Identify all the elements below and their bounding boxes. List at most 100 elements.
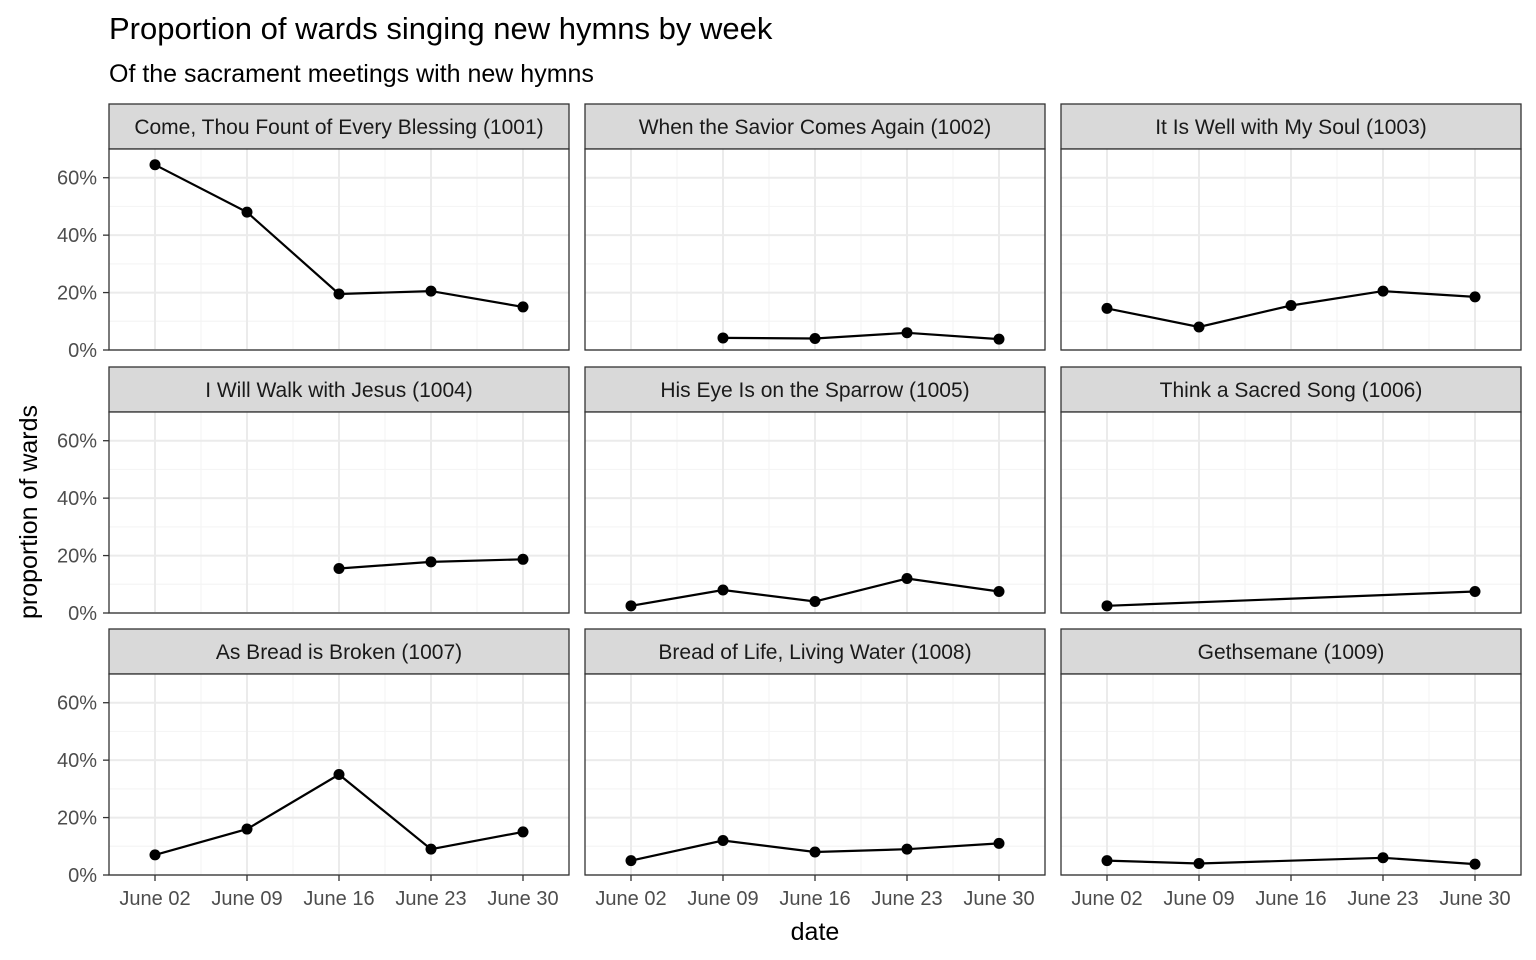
data-point (809, 846, 821, 858)
y-tick-label: 0% (68, 340, 97, 362)
x-tick-label: June 16 (1255, 888, 1326, 910)
facet-strip-label: As Bread is Broken (1007) (216, 641, 462, 664)
chart-subtitle: Of the sacrament meetings with new hymns (109, 60, 594, 88)
y-tick-label: 20% (57, 283, 97, 305)
facet-panel: It Is Well with My Soul (1003) (1060, 103, 1522, 351)
data-point (901, 843, 913, 855)
facet-strip (108, 366, 570, 413)
y-tick-label: 40% (57, 225, 97, 247)
x-tick-label: June 02 (1071, 888, 1142, 910)
series-line (1106, 856, 1476, 866)
data-point (149, 849, 161, 861)
data-point (717, 584, 729, 596)
data-point (333, 562, 345, 574)
data-point (425, 843, 437, 855)
x-tick-label: June 23 (871, 888, 942, 910)
y-tick-label: 60% (57, 431, 97, 453)
data-point (1101, 600, 1113, 612)
data-point (901, 327, 913, 339)
facet-strip-label: Come, Thou Fount of Every Blessing (1001… (134, 116, 543, 139)
data-point (809, 333, 821, 345)
facet-panel: Gethsemane (1009) June 02 June 09 June 16 Ju… (1060, 628, 1522, 910)
x-tick-label: June 09 (1163, 888, 1234, 910)
facet-panel: Come, Thou Fount of Every Blessing (1001… (57, 103, 570, 362)
panel-border (108, 411, 570, 614)
panel-border (584, 411, 1046, 614)
data-point (1377, 285, 1389, 297)
facet-strip-label: Think a Sacred Song (1006) (1160, 379, 1423, 402)
y-tick-label: 0% (68, 603, 97, 625)
data-point (1377, 852, 1389, 864)
data-point (993, 585, 1005, 597)
facet-strip-label: I Will Walk with Jesus (1004) (205, 379, 473, 402)
x-tick-label: June 02 (595, 888, 666, 910)
data-point (241, 206, 253, 218)
y-tick-label: 60% (57, 168, 97, 190)
facet-strip-label: When the Savior Comes Again (1002) (639, 116, 992, 139)
facet-strip (108, 103, 570, 150)
data-point (517, 301, 529, 313)
data-point (425, 556, 437, 568)
data-point (1193, 321, 1205, 333)
data-point (993, 837, 1005, 849)
data-point (241, 823, 253, 835)
y-tick-label: 0% (68, 865, 97, 887)
x-axis-title: date (791, 918, 840, 946)
y-tick-label: 20% (57, 546, 97, 568)
data-point (517, 553, 529, 565)
facet-strip-label: Bread of Life, Living Water (1008) (658, 641, 971, 664)
x-tick-label: June 02 (119, 888, 190, 910)
series-line (722, 331, 1000, 341)
facet-panel: I Will Walk with Jesus (1004) 0% 20% 40% 60% (57, 366, 570, 625)
x-tick-label: June 30 (963, 888, 1034, 910)
data-point (425, 285, 437, 297)
data-point (1285, 299, 1297, 311)
data-point (1193, 858, 1205, 870)
x-tick-label: June 23 (395, 888, 466, 910)
facet-strip-label: It Is Well with My Soul (1003) (1155, 116, 1427, 139)
y-axis-title: proportion of wards (15, 405, 43, 619)
y-tick-label: 40% (57, 488, 97, 510)
facet-strip (584, 103, 1046, 150)
panel-border (1060, 411, 1522, 614)
data-point (809, 596, 821, 608)
facet-panel: As Bread is Broken (1007) 0% 20% 40% 60% June… (57, 628, 570, 910)
panel-border (584, 148, 1046, 351)
x-tick-label: June 09 (687, 888, 758, 910)
data-point (517, 826, 529, 838)
facet-strip-label: His Eye Is on the Sparrow (1005) (660, 379, 969, 402)
data-point (625, 600, 637, 612)
facet-panel: Think a Sacred Song (1006) (1060, 366, 1522, 614)
y-tick-label: 60% (57, 693, 97, 715)
facet-panel: Bread of Life, Living Water (1008) June 0… (584, 628, 1046, 910)
data-point (1469, 585, 1481, 597)
panel-border (108, 148, 570, 351)
facet-strip (1060, 628, 1522, 675)
data-point (1469, 291, 1481, 303)
y-tick-label: 40% (57, 750, 97, 772)
facet-panel: His Eye Is on the Sparrow (1005) (584, 366, 1046, 614)
x-tick-label: June 16 (779, 888, 850, 910)
data-point (717, 835, 729, 847)
x-tick-label: June 23 (1347, 888, 1418, 910)
data-point (717, 332, 729, 344)
facet-strip (108, 628, 570, 675)
series-line (1106, 590, 1476, 607)
facet-panels: Come, Thou Fount of Every Blessing (1001… (57, 103, 1522, 910)
facet-strip-label: Gethsemane (1009) (1198, 641, 1385, 664)
data-point (1101, 855, 1113, 867)
x-tick-label: June 16 (303, 888, 374, 910)
facet-strip (1060, 103, 1522, 150)
data-point (333, 288, 345, 300)
y-tick-label: 20% (57, 808, 97, 830)
data-point (333, 769, 345, 780)
data-point (625, 855, 637, 867)
panel-border (1060, 148, 1522, 351)
x-tick-label: June 30 (487, 888, 558, 910)
x-tick-label: June 30 (1439, 888, 1510, 910)
data-point (993, 333, 1005, 345)
x-tick-label: June 09 (211, 888, 282, 910)
chart-title: Proportion of wards singing new hymns by… (109, 11, 773, 46)
data-point (1101, 302, 1113, 314)
facet-strip (584, 628, 1046, 675)
